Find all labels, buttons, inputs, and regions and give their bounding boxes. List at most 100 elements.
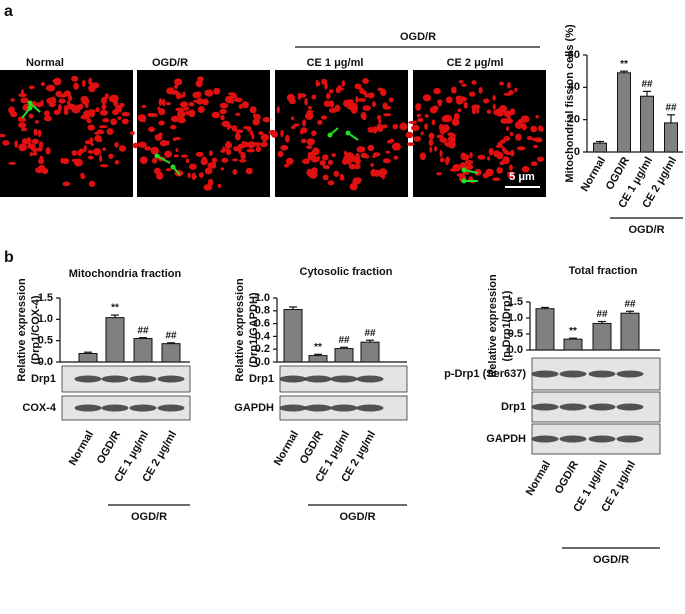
y-tick-label: 0.0 xyxy=(255,356,270,368)
mito-blob xyxy=(259,141,269,148)
mito-blob xyxy=(367,92,375,99)
mito-blob xyxy=(62,157,70,165)
mito-blob xyxy=(225,95,234,104)
mito-blob xyxy=(18,143,27,152)
bar xyxy=(360,341,380,363)
y-tick-label: 0.0 xyxy=(38,356,53,368)
annotation: ## xyxy=(137,325,149,336)
mito-blob xyxy=(201,156,207,162)
mito-blob xyxy=(14,140,19,148)
mito-blob xyxy=(514,121,524,129)
mito-blob xyxy=(137,114,147,122)
mito-blob xyxy=(298,93,307,98)
mito-blob xyxy=(417,117,423,123)
mito-blob xyxy=(439,149,443,158)
mito-blob xyxy=(500,139,506,144)
mito-blob xyxy=(362,78,369,85)
bar xyxy=(334,348,354,363)
mito-blob xyxy=(39,155,44,162)
mito-blob xyxy=(195,151,204,157)
mito-blob xyxy=(114,141,119,148)
mito-blob xyxy=(300,138,307,144)
blot-band xyxy=(356,404,384,412)
mito-blob xyxy=(46,85,51,90)
arrow-head xyxy=(154,153,160,159)
mito-blob xyxy=(238,103,243,110)
mito-blob xyxy=(95,107,100,113)
mito-blob xyxy=(164,150,173,158)
annotation: ## xyxy=(624,299,636,310)
mito-blob xyxy=(315,81,321,87)
y-tick-label: 0.5 xyxy=(38,335,53,347)
mito-blob xyxy=(238,159,247,163)
mito-blob xyxy=(496,111,504,117)
mito-blob xyxy=(405,131,414,139)
mito-blob xyxy=(441,115,448,123)
mito-blob xyxy=(429,146,433,153)
mito-blob xyxy=(204,167,213,175)
arrow-head xyxy=(345,130,351,136)
y-tick-label: 1.0 xyxy=(255,292,270,304)
blot-band xyxy=(588,370,616,378)
mito-blob xyxy=(137,141,147,148)
mito-blob xyxy=(419,152,427,161)
y-tick-label: 0.5 xyxy=(508,328,523,340)
mito-blob xyxy=(174,78,183,86)
mito-blob xyxy=(285,134,290,143)
mito-blob xyxy=(382,124,388,129)
mito-blob xyxy=(411,124,420,132)
mito-blob xyxy=(8,106,15,114)
mito-blob xyxy=(173,84,179,89)
blot-band xyxy=(356,375,384,383)
mito-blob xyxy=(2,140,10,146)
mito-blob xyxy=(102,147,107,151)
mito-blob xyxy=(252,118,260,126)
blot-band xyxy=(330,404,358,412)
mito-blob xyxy=(260,134,270,141)
mito-blob xyxy=(445,157,449,166)
mito-blob xyxy=(439,137,448,143)
mito-blob xyxy=(31,147,35,151)
mito-blob xyxy=(147,112,156,117)
mito-blob xyxy=(235,112,241,116)
mito-blob xyxy=(88,180,96,187)
mito-blob xyxy=(59,93,67,98)
mito-blob xyxy=(71,150,78,156)
micrograph-label: OGD/R xyxy=(152,57,188,69)
bar xyxy=(105,317,125,363)
mito-blob xyxy=(255,145,261,153)
mito-blob xyxy=(277,150,284,158)
mito-blob xyxy=(280,144,289,151)
y-tick-label: 0.2 xyxy=(255,343,270,355)
mito-blob xyxy=(302,119,307,127)
mito-blob xyxy=(304,98,308,106)
y-tick-label: 0.4 xyxy=(255,330,271,342)
mito-blob xyxy=(424,123,428,130)
panel-label: a xyxy=(4,3,13,20)
mito-blob xyxy=(538,125,542,132)
mito-blob xyxy=(189,163,197,170)
mito-blob xyxy=(461,83,467,87)
mito-blob xyxy=(219,108,227,115)
mito-blob xyxy=(478,87,483,94)
blot-label: GAPDH xyxy=(486,433,526,445)
blot-label: p-Drp1 (Ser637) xyxy=(444,368,526,380)
mito-blob xyxy=(108,153,114,159)
group-label: OGD/R xyxy=(628,224,664,236)
mito-blob xyxy=(455,95,463,101)
mito-blob xyxy=(407,142,415,147)
y-axis-label: Relative expression xyxy=(234,278,246,382)
blot-band xyxy=(279,404,307,412)
mito-blob xyxy=(45,147,51,155)
mito-blob xyxy=(508,164,513,171)
mito-blob xyxy=(73,82,79,90)
mito-blob xyxy=(158,108,166,116)
chart-title: Total fraction xyxy=(569,265,638,277)
mito-blob xyxy=(374,169,380,178)
mito-blob xyxy=(290,125,296,129)
mito-blob xyxy=(514,87,518,93)
bar xyxy=(640,95,654,153)
mito-blob xyxy=(38,141,44,149)
mito-blob xyxy=(207,162,216,169)
